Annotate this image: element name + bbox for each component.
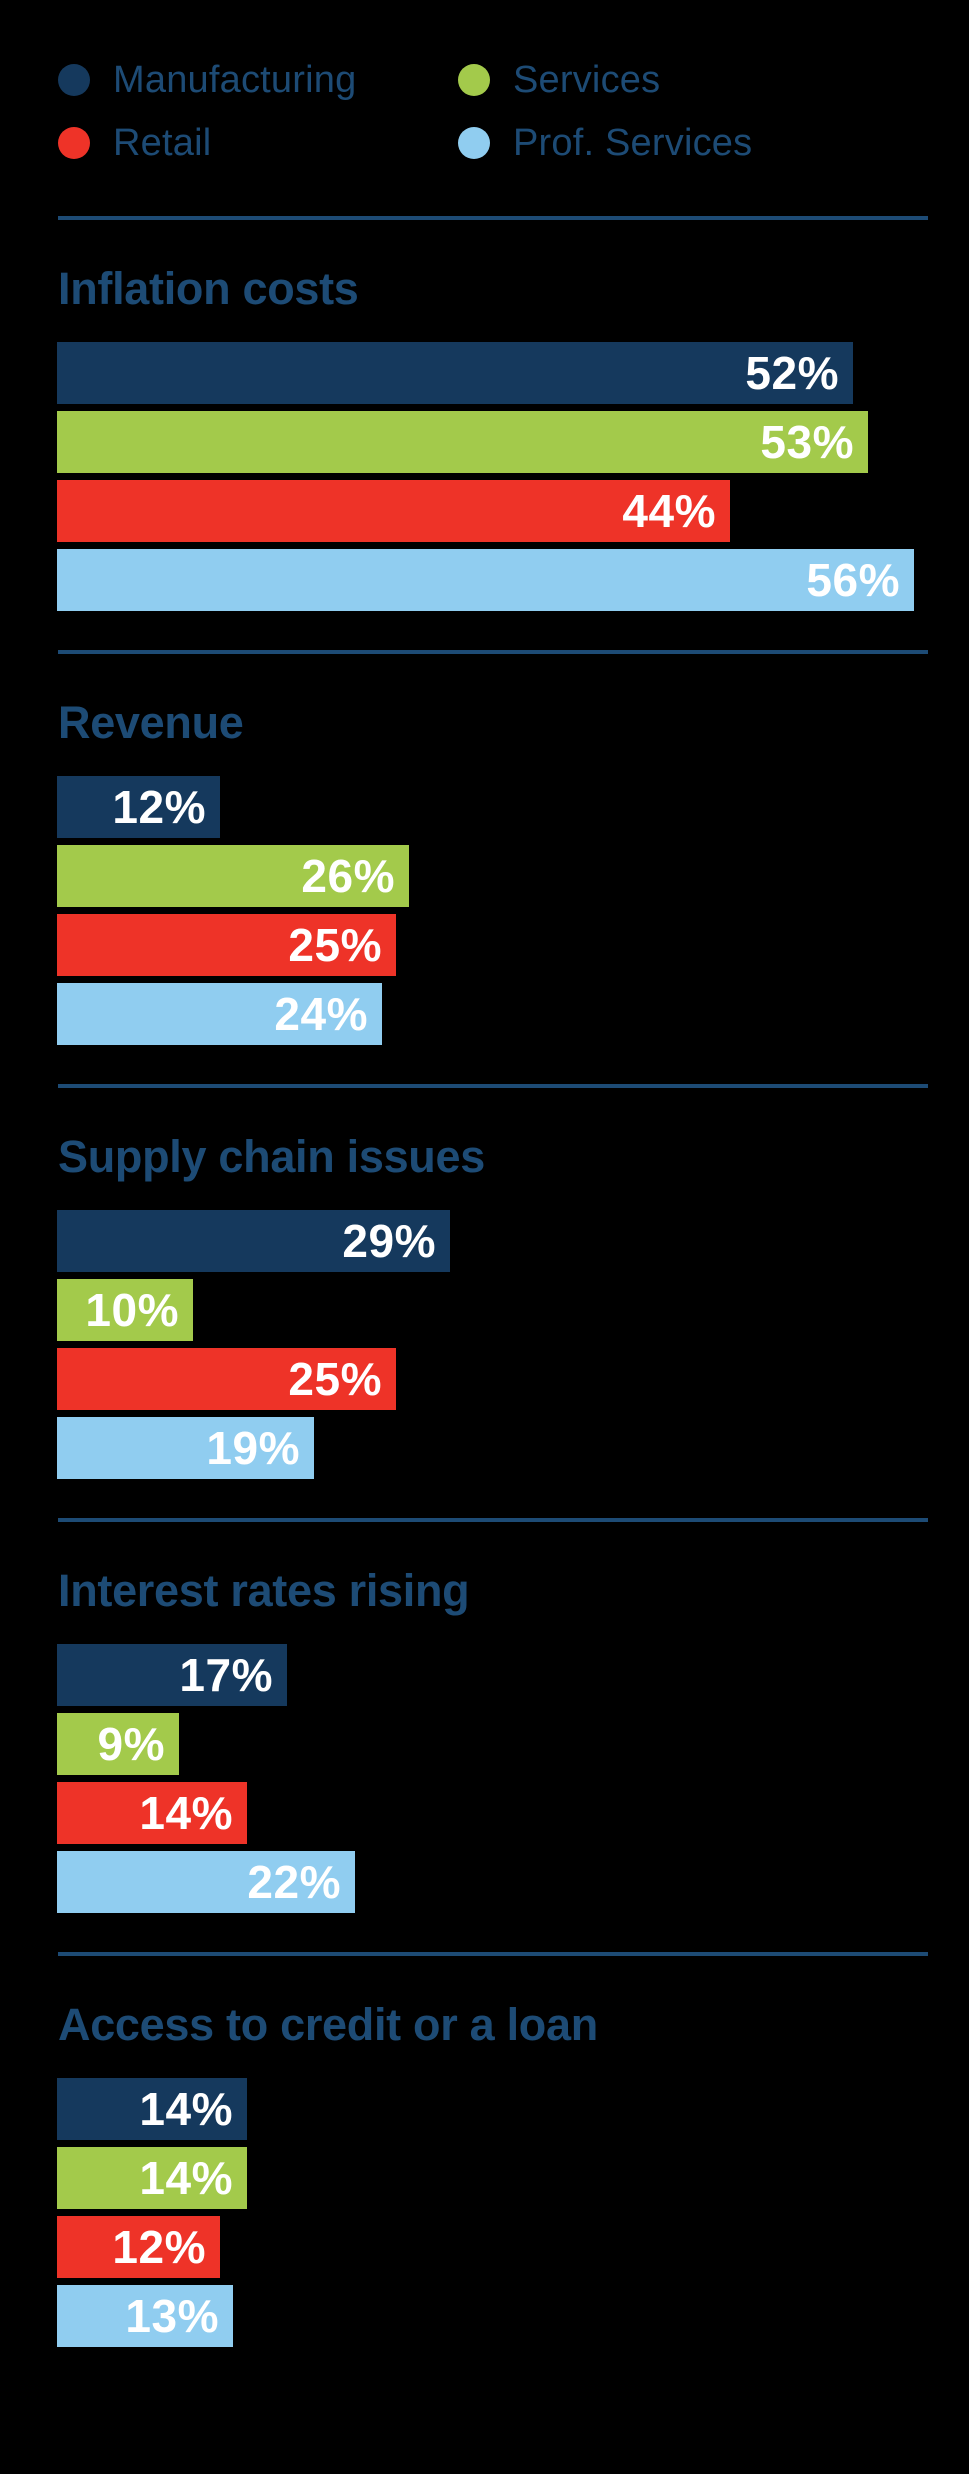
legend-item-services: Services <box>458 59 969 101</box>
bar-value-label: 17% <box>179 1649 273 1701</box>
legend-dot-prof-services <box>458 127 490 159</box>
bar-row: 26% <box>57 845 969 907</box>
bar-prof-services: 22% <box>57 1851 355 1913</box>
bar-value-label: 26% <box>301 850 395 902</box>
bar-value-label: 14% <box>139 1787 233 1839</box>
bar-prof-services: 56% <box>57 549 914 611</box>
bar-value-label: 19% <box>206 1422 300 1474</box>
section-revenue: Revenue 12% 26% 25% 24% <box>0 650 969 1045</box>
bar-value-label: 53% <box>760 416 854 468</box>
bar-row: 14% <box>57 1782 969 1844</box>
bar-value-label: 12% <box>112 781 206 833</box>
legend-label-manufacturing: Manufacturing <box>113 58 357 101</box>
section-divider <box>58 1952 928 1956</box>
bar-row: 44% <box>57 480 969 542</box>
bar-services: 53% <box>57 411 868 473</box>
bar-retail: 44% <box>57 480 730 542</box>
section-divider <box>58 1084 928 1088</box>
bar-services: 26% <box>57 845 409 907</box>
bar-services: 14% <box>57 2147 247 2209</box>
bar-group-supply-chain-issues: 29% 10% 25% 19% <box>0 1210 969 1479</box>
section-access-to-credit: Access to credit or a loan 14% 14% 12% 1… <box>0 1952 969 2347</box>
bar-value-label: 29% <box>342 1215 436 1267</box>
bar-row: 25% <box>57 914 969 976</box>
legend-item-manufacturing: Manufacturing <box>58 59 458 101</box>
bar-manufacturing: 52% <box>57 342 853 404</box>
bar-prof-services: 24% <box>57 983 382 1045</box>
bar-value-label: 12% <box>112 2221 206 2273</box>
bar-value-label: 14% <box>139 2152 233 2204</box>
bar-row: 56% <box>57 549 969 611</box>
section-inflation-costs: Inflation costs 52% 53% 44% 56% <box>0 216 969 611</box>
bar-group-access-to-credit: 14% 14% 12% 13% <box>0 2078 969 2347</box>
section-supply-chain-issues: Supply chain issues 29% 10% 25% 19% <box>0 1084 969 1479</box>
section-title-access-to-credit: Access to credit or a loan <box>58 1999 598 2050</box>
bar-value-label: 56% <box>806 554 900 606</box>
bar-row: 19% <box>57 1417 969 1479</box>
bar-manufacturing: 12% <box>57 776 220 838</box>
bar-row: 10% <box>57 1279 969 1341</box>
bar-row: 24% <box>57 983 969 1045</box>
bar-value-label: 14% <box>139 2083 233 2135</box>
bar-row: 12% <box>57 776 969 838</box>
bar-group-revenue: 12% 26% 25% 24% <box>0 776 969 1045</box>
bar-retail: 25% <box>57 914 396 976</box>
bar-manufacturing: 14% <box>57 2078 247 2140</box>
bar-services: 10% <box>57 1279 193 1341</box>
bar-row: 22% <box>57 1851 969 1913</box>
bar-value-label: 13% <box>125 2290 219 2342</box>
bar-row: 52% <box>57 342 969 404</box>
bar-value-label: 24% <box>274 988 368 1040</box>
legend-label-prof-services: Prof. Services <box>513 121 753 164</box>
bar-retail: 25% <box>57 1348 396 1410</box>
bar-retail: 14% <box>57 1782 247 1844</box>
bar-value-label: 25% <box>288 919 382 971</box>
section-title-revenue: Revenue <box>58 697 244 748</box>
bar-manufacturing: 17% <box>57 1644 287 1706</box>
bar-value-label: 10% <box>85 1284 179 1336</box>
legend-item-retail: Retail <box>58 122 458 164</box>
bar-group-interest-rates-rising: 17% 9% 14% 22% <box>0 1644 969 1913</box>
bar-row: 12% <box>57 2216 969 2278</box>
legend-item-prof-services: Prof. Services <box>458 122 969 164</box>
chart-legend: Manufacturing Services Retail Prof. Serv… <box>58 59 969 164</box>
bar-row: 14% <box>57 2078 969 2140</box>
section-title-supply-chain-issues: Supply chain issues <box>58 1131 485 1182</box>
legend-dot-manufacturing <box>58 64 90 96</box>
bar-row: 25% <box>57 1348 969 1410</box>
legend-dot-retail <box>58 127 90 159</box>
section-title-inflation-costs: Inflation costs <box>58 263 359 314</box>
bar-manufacturing: 29% <box>57 1210 450 1272</box>
bar-value-label: 25% <box>288 1353 382 1405</box>
section-interest-rates-rising: Interest rates rising 17% 9% 14% 22% <box>0 1518 969 1913</box>
bar-prof-services: 13% <box>57 2285 233 2347</box>
bar-row: 17% <box>57 1644 969 1706</box>
bar-prof-services: 19% <box>57 1417 314 1479</box>
bar-value-label: 44% <box>622 485 716 537</box>
bar-value-label: 22% <box>247 1856 341 1908</box>
survey-bar-chart-page: { "legend": { "items": [ { "label": "Man… <box>0 59 969 2474</box>
section-title-interest-rates-rising: Interest rates rising <box>58 1565 470 1616</box>
section-divider <box>58 216 928 220</box>
bar-row: 53% <box>57 411 969 473</box>
bar-value-label: 52% <box>745 347 839 399</box>
legend-label-retail: Retail <box>113 121 212 164</box>
bar-row: 29% <box>57 1210 969 1272</box>
legend-dot-services <box>458 64 490 96</box>
bar-retail: 12% <box>57 2216 220 2278</box>
section-divider <box>58 1518 928 1522</box>
bar-services: 9% <box>57 1713 179 1775</box>
section-divider <box>58 650 928 654</box>
bar-value-label: 9% <box>97 1718 165 1770</box>
bar-group-inflation-costs: 52% 53% 44% 56% <box>0 342 969 611</box>
bar-row: 13% <box>57 2285 969 2347</box>
legend-label-services: Services <box>513 58 661 101</box>
bar-row: 9% <box>57 1713 969 1775</box>
bar-row: 14% <box>57 2147 969 2209</box>
